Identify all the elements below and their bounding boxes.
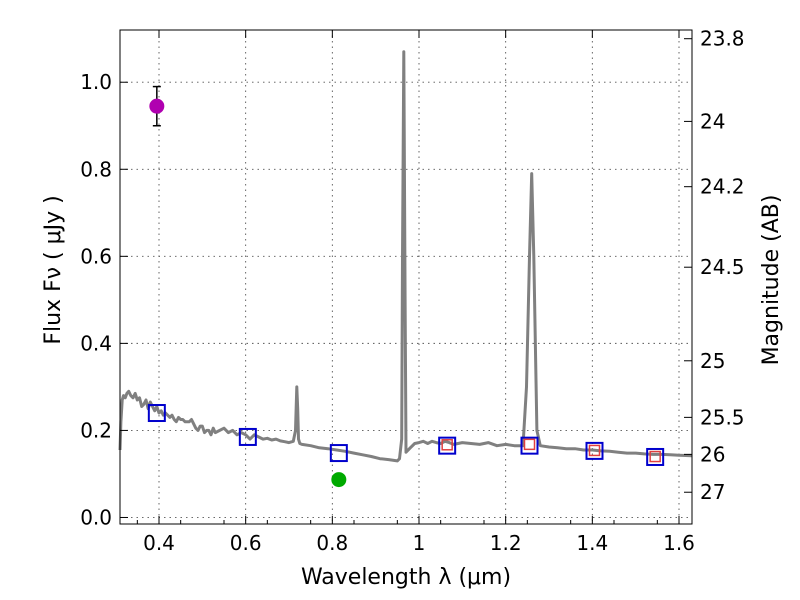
y-tick-label: 0.4 [80, 331, 112, 355]
x-tick-label: 1 [413, 531, 426, 555]
magnitude-tick-label: 24 [700, 109, 725, 133]
observed-flux-point [331, 472, 347, 488]
x-tick-label: 0.8 [316, 531, 348, 555]
plot-frame [119, 29, 693, 525]
model-photometry-square [329, 444, 348, 463]
x-tick-label: 0.4 [143, 531, 175, 555]
y-tick-label: 0.2 [80, 418, 112, 442]
magnitude-tick-label: 26 [700, 442, 725, 466]
magnitude-tick-label: 23.8 [700, 27, 745, 51]
magnitude-tick-label: 25 [700, 349, 725, 373]
magnitude-tick-label: 27 [700, 480, 725, 504]
model-photometry-square [585, 441, 604, 460]
magnitude-tick-label: 24.5 [700, 255, 745, 279]
synthetic-photometry-square [588, 444, 601, 457]
magnitude-tick-label: 25.5 [700, 405, 745, 429]
model-photometry-square [646, 447, 665, 466]
synthetic-photometry-square [649, 450, 661, 463]
model-photometry-square [520, 436, 539, 455]
x-tick-label: 0.6 [230, 531, 262, 555]
model-photometry-square [238, 427, 257, 446]
synthetic-photometry-square [441, 439, 453, 451]
y-tick-label: 0.6 [80, 244, 112, 268]
axis-ticks: 0.4 0.6 0.8 1 1.2 1.4 1.6 0.0 0.2 0.4 0.6 0.8 1.0 23.… [80, 27, 744, 555]
y-tick-label: 0.8 [80, 157, 112, 181]
x-axis-label: Wavelength λ (μm) [301, 565, 511, 590]
synthetic-photometry-square [523, 438, 536, 451]
y2-axis-label: Magnitude (AB) [759, 195, 784, 366]
magnitude-tick-label: 24.2 [700, 175, 745, 199]
model-photometry-square [438, 436, 457, 455]
model-photometry-square [147, 404, 166, 423]
x-tick-label: 1.2 [490, 531, 522, 555]
x-tick-label: 1.6 [663, 531, 695, 555]
y-axis-label: Flux Fν ( μJy ) [41, 195, 66, 344]
x-tick-label: 1.4 [576, 531, 608, 555]
observed-flux-point [149, 98, 165, 114]
spectrum-line [118, 50, 693, 463]
y-tick-label: 0.0 [80, 505, 112, 529]
series-layer [118, 50, 693, 488]
y-tick-label: 1.0 [80, 70, 112, 94]
